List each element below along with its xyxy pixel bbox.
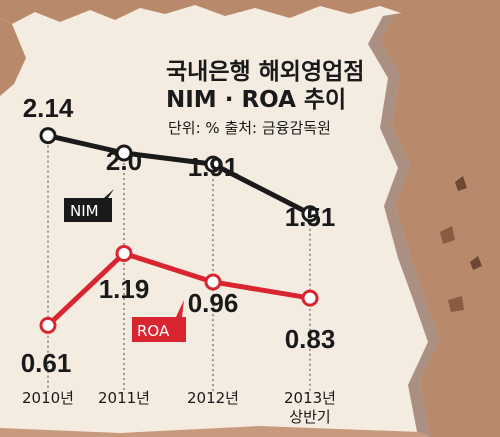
rock-frame-bottom xyxy=(0,426,430,437)
category-label: 2012년 xyxy=(187,389,239,407)
nim-series-line xyxy=(47,133,312,216)
nim-series-tag: NIM xyxy=(64,189,114,222)
roa-point xyxy=(301,289,319,307)
chart-title-line-2: NIM · ROA 추이 xyxy=(166,87,346,113)
roa-value-label: 0.96 xyxy=(188,288,239,318)
roa-value-label: 1.19 xyxy=(99,274,150,304)
rock-debris xyxy=(455,176,467,191)
nim-tag-label: NIM xyxy=(70,202,99,220)
nim-point xyxy=(204,155,222,173)
nim-value-label: 1.51 xyxy=(285,202,336,232)
roa-point xyxy=(39,316,57,334)
nim-value-label: 2.0 xyxy=(106,146,142,176)
rock-frame-right xyxy=(380,0,500,437)
series-points xyxy=(39,127,319,334)
rock-debris xyxy=(440,226,455,244)
category-labels: 2010년 2011년 2012년 2013년 상반기 xyxy=(22,389,336,426)
roa-series-tag: ROA xyxy=(132,300,186,342)
roa-value-label: 0.83 xyxy=(285,324,336,354)
roa-tag-shape xyxy=(132,300,186,342)
category-label: 2013년 상반기 xyxy=(284,389,336,426)
roa-point xyxy=(115,244,133,262)
roa-point xyxy=(204,273,222,291)
nim-value-label: 1.91 xyxy=(188,152,239,182)
rock-frame-top xyxy=(0,0,500,24)
chart-title-line-1: 국내은행 해외영업점 xyxy=(166,59,364,85)
rock-debris xyxy=(448,296,464,312)
nim-tag-shape xyxy=(64,189,114,222)
category-label: 2011년 xyxy=(98,389,150,407)
roa-value-label: 0.61 xyxy=(21,348,72,378)
roa-tag-label: ROA xyxy=(137,322,170,340)
value-labels: 2.14 2.0 1.91 1.51 0.61 1.19 0.96 0.83 xyxy=(21,93,336,378)
rock-frame-left xyxy=(0,18,26,96)
rock-debris xyxy=(470,256,482,270)
series-lines xyxy=(46,133,312,328)
nim-point xyxy=(39,127,57,145)
nim-value-label: 2.14 xyxy=(23,93,74,123)
chart-subtitle: 단위: % 출처: 금융감독원 xyxy=(168,119,331,137)
rock-frame-right-shadow xyxy=(368,14,440,437)
category-label: 2010년 xyxy=(22,389,74,407)
nim-point xyxy=(301,205,319,223)
roa-series-line xyxy=(46,250,311,328)
nim-point xyxy=(115,144,133,162)
